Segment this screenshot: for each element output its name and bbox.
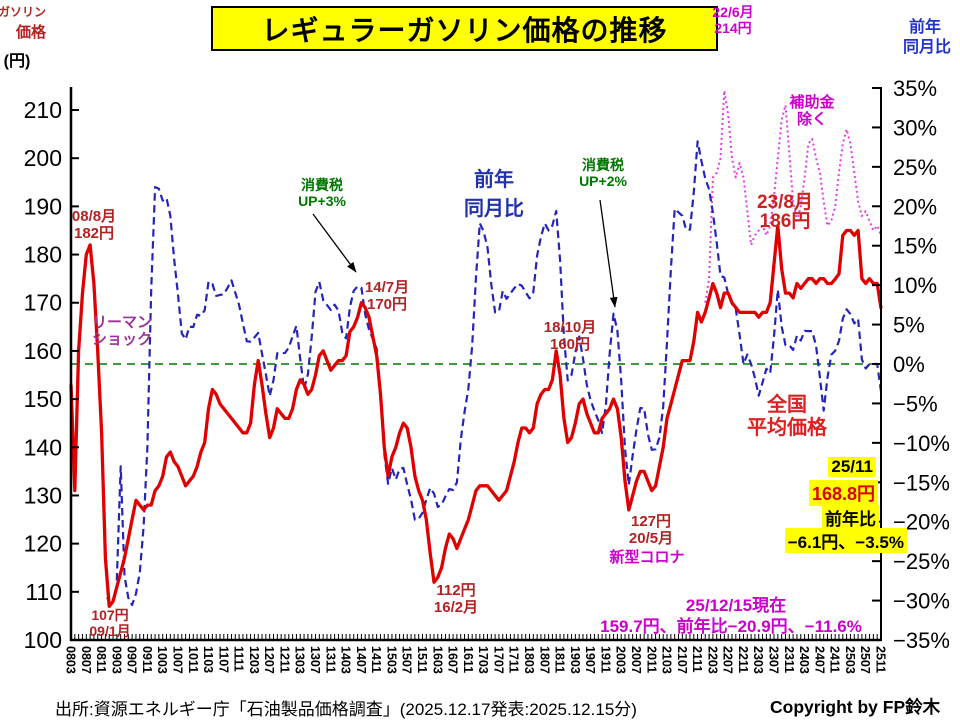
left-axis-title-unit: (円) [3,53,31,70]
x-tick-label: 1107 [216,646,230,673]
x-tick-label: 1003 [155,646,169,674]
x-tick-label: 1311 [323,646,337,673]
right-tick-label: 30% [893,115,937,140]
right-tick-label: 5% [893,313,925,338]
left-tick-label: 170 [24,290,62,316]
price-line [69,224,883,608]
x-tick-label: 2411 [828,646,842,673]
x-tick-label: 1707 [491,646,505,674]
chart-title: レギュラーガソリン価格の推移 [261,14,668,46]
x-tick-label: 2307 [767,646,781,674]
x-tick-label: 1507 [400,646,414,674]
x-tick-label: 1611 [461,646,475,673]
right-tick-label: −10% [893,431,950,456]
x-tick-label: 1807 [537,646,551,674]
right-tick-label: 0% [893,352,925,377]
x-tick-label: 1911 [598,646,612,673]
x-tick-label: 2403 [797,646,811,674]
right-axis-title-line2: 同月比 [902,39,952,56]
x-tick-label: 2311 [782,646,796,673]
x-tick-label: 2011 [644,646,658,673]
x-tick-label: 1903 [568,646,582,674]
left-tick-label: 100 [24,627,62,653]
x-tick-label: 2407 [812,646,826,674]
right-tick-label: −25% [893,549,950,574]
right-tick-label: 10% [893,273,937,298]
x-tick-label: 0911 [140,646,154,673]
right-tick-label: 15% [893,234,937,259]
right-tick-label: −35% [893,628,950,653]
ex-subsidy-line [704,89,882,303]
left-tick-label: 180 [24,242,62,268]
left-axis-title-line2: 価格 [15,24,47,41]
x-tick-label: 1407 [354,646,368,674]
x-tick-label: 2211 [736,646,750,673]
x-tick-label: 1403 [339,646,353,674]
x-tick-label: 2111 [690,646,704,672]
x-tick-label: 0903 [109,646,123,674]
x-tick-label: 1111 [232,646,246,672]
x-tick-label: 0811 [94,646,108,673]
tax2-arrow [599,199,618,308]
x-tick-label: 0907 [125,646,139,674]
x-tick-label: 1907 [583,646,597,674]
x-tick-label: 1203 [247,646,261,674]
right-tick-label: 35% [893,76,937,101]
x-tick-label: 2107 [675,646,689,674]
x-tick-label: 1511 [415,646,429,673]
x-tick-label: 2511 [874,646,888,673]
left-tick-label: 120 [24,531,62,557]
left-tick-label: 210 [24,97,62,123]
left-axis-title-line1: ガソリン [0,5,47,19]
left-tick-label: 140 [24,434,62,460]
x-tick-label: 1811 [553,646,567,673]
x-tick-label: 2103 [660,646,674,674]
tax3-arrow [312,213,357,273]
x-tick-label: 2007 [629,646,643,674]
x-tick-label: 1307 [308,646,322,674]
left-tick-label: 200 [24,145,62,171]
right-tick-label: −20% [893,510,950,535]
x-tick-label: 0807 [79,646,93,674]
x-tick-label: 2203 [705,646,719,674]
x-tick-label: 1607 [446,646,460,674]
x-tick-label: 2507 [858,646,872,674]
left-tick-label: 190 [24,193,62,219]
left-tick-label: 110 [25,579,62,605]
right-tick-label: −30% [893,589,950,614]
x-tick-label: 2303 [751,646,765,674]
x-tick-label: 1103 [201,646,215,673]
yoy-line [115,140,883,607]
x-tick-label: 1207 [262,646,276,674]
x-tick-label: 1211 [278,646,292,673]
right-tick-label: 25% [893,155,937,180]
x-tick-label: 1007 [171,646,185,674]
right-axis-title-line1: 前年 [908,19,942,36]
x-tick-label: 1703 [476,646,490,674]
x-tick-label: 1803 [522,646,536,674]
left-tick-label: 150 [24,386,62,412]
x-tick-label: 1011 [186,646,200,673]
x-tick-label: 2503 [843,646,857,674]
copyright-note: Copyright by FP鈴木 [770,697,941,717]
x-tick-label: 1303 [293,646,307,674]
chart-title-box: レギュラーガソリン価格の推移 [211,6,718,51]
x-tick-label: 1411 [369,646,383,673]
source-note: 出所:資源エネルギー庁「石油製品価格調査」(2025.12.17発表:2025.… [55,700,637,719]
x-tick-label: 0803 [64,646,78,674]
right-tick-label: −5% [893,391,938,416]
left-tick-label: 160 [24,338,62,364]
right-tick-label: 20% [893,194,937,219]
x-tick-label: 2207 [721,646,735,674]
right-tick-label: −15% [893,470,950,495]
x-tick-label: 1503 [384,646,398,674]
x-tick-label: 1711 [507,646,521,673]
x-tick-label: 1603 [430,646,444,674]
left-tick-label: 130 [24,482,62,508]
x-tick-label: 2003 [614,646,628,674]
